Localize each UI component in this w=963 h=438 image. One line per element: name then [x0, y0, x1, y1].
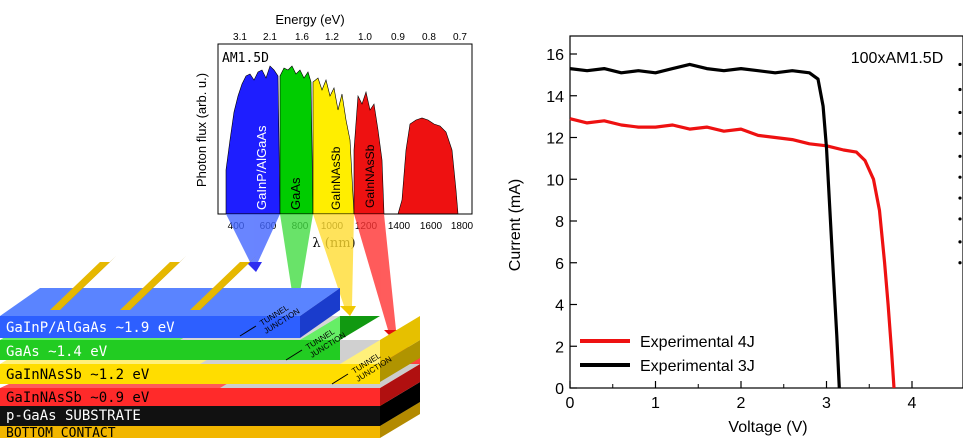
layer-label: p-GaAs SUBSTRATE	[6, 408, 141, 424]
layer-label: GaInNAsSb ~1.2 eV	[6, 367, 150, 383]
edge-marker	[958, 217, 962, 221]
layer-label: BOTTOM CONTACT	[6, 426, 116, 438]
series-layer	[569, 62, 896, 389]
edge-marker	[958, 131, 962, 135]
device-stack: GaInP/AlGaAs ~1.9 eV GaAs ~1.4 eV GaInNA…	[0, 256, 420, 438]
x-tick-label: 2	[737, 395, 746, 412]
energy-tick: 1.0	[358, 32, 372, 43]
layer-gaas	[0, 340, 340, 360]
band-fill-gainnassb-2	[353, 90, 385, 215]
spectrum-panel: Energy (eV) 3.1 2.1 1.6 1.2 1.0 0.9 0.8 …	[194, 12, 474, 251]
band-labels: GaInP/AlGaAs GaAs GaInNAsSb GaInNAsSb	[254, 125, 377, 210]
energy-tick: 1.2	[325, 32, 339, 43]
y-tick-label: 16	[546, 47, 564, 64]
edge-marker	[958, 87, 962, 92]
beam-red	[354, 214, 396, 330]
energy-axis-label: Energy (eV)	[275, 12, 344, 27]
y-tick-label: 12	[546, 131, 564, 148]
energy-tick: 0.8	[422, 32, 436, 43]
edge-marker	[958, 154, 962, 158]
edge-marker	[958, 62, 962, 67]
band-fill-gaas	[279, 65, 314, 215]
x-ticks: 0 1 2 3 4	[566, 381, 917, 412]
energy-tick: 0.7	[453, 32, 467, 43]
energy-tick: 3.1	[233, 32, 247, 43]
legend: Experimental 4J Experimental 3J	[580, 334, 755, 375]
energy-tick: 2.1	[263, 32, 277, 43]
chart-xlabel: Voltage (V)	[728, 419, 807, 436]
chart-ylabel: Current (mA)	[507, 179, 524, 271]
y-tick-label: 14	[546, 89, 564, 106]
spectrum-fills	[225, 65, 459, 215]
edge-marker	[958, 240, 962, 244]
x-tick-label: 4	[908, 395, 917, 412]
edge-marker	[958, 175, 962, 179]
y-tick-label: 0	[555, 381, 564, 398]
edge-marker	[958, 261, 962, 265]
series-line-4j	[569, 117, 896, 389]
series-line-3j	[569, 62, 841, 389]
plot-frame	[569, 35, 963, 389]
substrate-layer	[0, 406, 380, 426]
y-tick-label: 6	[555, 256, 564, 273]
energy-tick: 1.6	[295, 32, 309, 43]
spectrum-title: AM1.5D	[222, 51, 269, 66]
arrowhead-blue	[246, 262, 262, 272]
y-tick-label: 2	[555, 339, 564, 356]
layer-label: GaAs ~1.4 eV	[6, 344, 108, 360]
wavelength-tick: 1400	[388, 221, 411, 232]
band-label: GaInP/AlGaAs	[254, 125, 269, 210]
layer-gainnassb-09	[0, 388, 380, 406]
junction-arrows	[239, 325, 349, 385]
wavelength-tick: 1600	[420, 221, 443, 232]
arrowhead-yellow	[340, 306, 356, 316]
beam-green	[280, 214, 313, 292]
contact-fingers	[50, 256, 256, 310]
edge-marker	[958, 196, 962, 200]
chart-title: 100xAM1.5D	[851, 50, 944, 67]
x-tick-label: 0	[566, 395, 575, 412]
wavelength-tick: 1800	[451, 221, 474, 232]
beam-yellow	[313, 214, 354, 306]
band-fill-ir	[397, 117, 459, 215]
layer-gainnassb-12	[0, 364, 380, 384]
y-tick-label: 8	[555, 214, 564, 231]
energy-ticks: 3.1 2.1 1.6 1.2 1.0 0.9 0.8 0.7	[233, 32, 467, 43]
light-beams	[226, 214, 396, 330]
energy-tick: 0.9	[391, 32, 405, 43]
edge-marker	[958, 110, 962, 115]
band-label: GaInNAsSb	[329, 146, 343, 210]
layer-label: GaInP/AlGaAs ~1.9 eV	[6, 320, 175, 336]
band-fill-gainp	[225, 65, 281, 215]
legend-label-4j: Experimental 4J	[640, 334, 755, 351]
x-tick-label: 3	[822, 395, 831, 412]
band-label: GaInNAsSb	[363, 144, 377, 208]
x-tick-label: 1	[651, 395, 660, 412]
y-ticks: 0 2 4 6 8 10 12 14 16	[546, 47, 577, 398]
y-tick-label: 4	[555, 298, 564, 315]
layer-label: GaInNAsSb ~0.9 eV	[6, 390, 150, 406]
right-edge-markers	[958, 62, 962, 265]
bottom-contact-layer	[0, 426, 380, 438]
legend-label-3j: Experimental 3J	[640, 358, 755, 375]
band-fill-gainnassb-1	[312, 77, 355, 215]
band-label: GaAs	[288, 177, 303, 210]
y-tick-label: 10	[546, 172, 564, 189]
layer-gainp-algaas	[0, 316, 300, 338]
spectrum-ylabel: Photon flux (arb. u.)	[194, 73, 209, 187]
beam-blue	[226, 214, 280, 262]
